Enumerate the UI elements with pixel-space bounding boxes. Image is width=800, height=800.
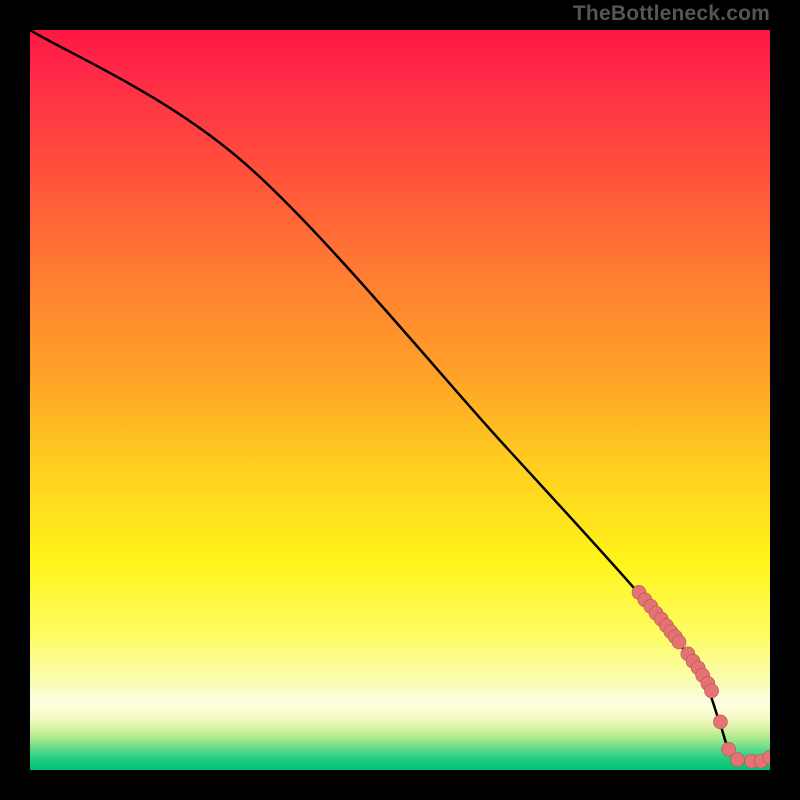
chart-marker <box>730 753 744 767</box>
chart-curve <box>30 30 770 761</box>
chart-markers <box>632 585 770 768</box>
chart-plot-area <box>30 30 770 770</box>
chart-marker <box>672 635 686 649</box>
watermark-text: TheBottleneck.com <box>573 2 770 26</box>
chart-marker <box>713 715 727 729</box>
chart-overlay <box>30 30 770 770</box>
chart-marker <box>705 684 719 698</box>
